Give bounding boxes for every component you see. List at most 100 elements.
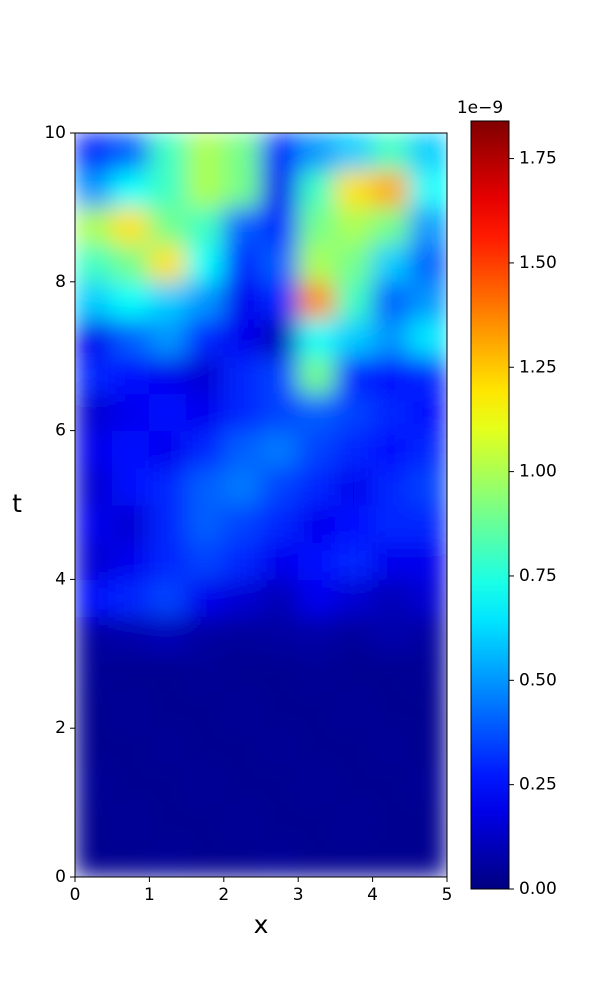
- heat-cell: [297, 653, 336, 692]
- heat-cell: [223, 578, 262, 618]
- heat-cell: [186, 616, 225, 655]
- heat-cell: [297, 578, 336, 618]
- heat-cell: [111, 616, 150, 655]
- colorbar-tick-label: 0.00: [519, 879, 557, 899]
- heat-cell: [372, 281, 411, 320]
- heat-cell: [148, 169, 188, 208]
- heat-cell: [148, 578, 188, 618]
- heat-cell: [75, 504, 113, 543]
- heat-cell: [297, 839, 336, 877]
- heat-cell: [372, 206, 411, 246]
- heat-cell: [148, 727, 188, 766]
- heat-cell: [334, 169, 374, 208]
- heat-cell: [260, 653, 299, 692]
- heat-cell: [111, 467, 150, 506]
- heat-cell: [148, 616, 188, 655]
- heat-cell: [409, 802, 447, 841]
- colorbar-tick-label: 0.75: [519, 566, 557, 586]
- heat-cell: [75, 169, 113, 208]
- plot-frame: [74, 132, 448, 878]
- heat-cell: [260, 616, 299, 655]
- heat-cell: [75, 392, 113, 432]
- y-tick-label: 6: [55, 421, 66, 441]
- heat-cell: [334, 690, 374, 729]
- x-tick-label: 0: [70, 885, 81, 905]
- heat-cell: [372, 355, 411, 394]
- heat-cell: [186, 169, 225, 208]
- heat-cell: [75, 764, 113, 804]
- heat-cell: [297, 690, 336, 729]
- heat-cell: [334, 244, 374, 283]
- heat-cell: [223, 244, 262, 283]
- heat-cell: [260, 392, 299, 432]
- heat-cell: [148, 541, 188, 580]
- y-axis-label: t: [12, 489, 22, 518]
- heat-cell: [111, 578, 150, 618]
- heat-cell: [186, 355, 225, 394]
- heat-cell: [409, 430, 447, 469]
- heat-cell: [372, 727, 411, 766]
- heat-cell: [75, 839, 113, 877]
- heat-cell: [334, 616, 374, 655]
- heat-cell: [334, 541, 374, 580]
- colorbar-tick-label: 0.50: [519, 670, 557, 690]
- heat-cell: [75, 467, 113, 506]
- heat-cell: [409, 727, 447, 766]
- heat-cell: [260, 541, 299, 580]
- heat-cell: [223, 355, 262, 394]
- heat-cell: [186, 839, 225, 877]
- heat-cell: [75, 541, 113, 580]
- heat-cell: [409, 764, 447, 804]
- heat-cell: [75, 690, 113, 729]
- heat-cell: [148, 355, 188, 394]
- heat-cell: [297, 392, 336, 432]
- heat-cell: [372, 616, 411, 655]
- heat-cell: [297, 802, 336, 841]
- heat-cell: [186, 504, 225, 543]
- heat-cell: [409, 839, 447, 877]
- heat-cell: [334, 133, 374, 171]
- heat-cell: [260, 430, 299, 469]
- heat-cell: [334, 727, 374, 766]
- y-tick-label: 2: [55, 718, 66, 738]
- heat-cell: [334, 206, 374, 246]
- heat-cell: [372, 392, 411, 432]
- heat-cell: [297, 318, 336, 357]
- heat-cell: [223, 690, 262, 729]
- heat-cell: [409, 578, 447, 618]
- heat-cell: [409, 467, 447, 506]
- heat-cell: [409, 690, 447, 729]
- heat-cell: [75, 653, 113, 692]
- heat-cell: [223, 281, 262, 320]
- heat-cell: [186, 206, 225, 246]
- heat-cell: [148, 467, 188, 506]
- heat-cell: [223, 839, 262, 877]
- heat-cell: [75, 244, 113, 283]
- heat-cell: [223, 802, 262, 841]
- heat-cell: [223, 653, 262, 692]
- heat-cell: [260, 467, 299, 506]
- heat-cell: [111, 653, 150, 692]
- heat-cell: [223, 504, 262, 543]
- heat-cell: [186, 133, 225, 171]
- heat-cell: [334, 839, 374, 877]
- heat-cell: [75, 616, 113, 655]
- heat-cell: [186, 653, 225, 692]
- heat-cell: [297, 355, 336, 394]
- y-tick-label: 4: [55, 569, 66, 589]
- heat-cell: [111, 839, 150, 877]
- heat-cell: [260, 578, 299, 618]
- colorbar-tick-label: 1.00: [519, 462, 557, 482]
- heat-cell: [334, 653, 374, 692]
- colorbar-tick-label: 0.25: [519, 775, 557, 795]
- heat-cell: [372, 504, 411, 543]
- heat-cell: [372, 802, 411, 841]
- heat-cell: [409, 318, 447, 357]
- y-tick-label: 8: [55, 272, 66, 292]
- heat-cell: [111, 281, 150, 320]
- heat-cell: [111, 244, 150, 283]
- colorbar-tick-label: 1.50: [519, 253, 557, 273]
- heat-cell: [148, 244, 188, 283]
- heat-cell: [148, 133, 188, 171]
